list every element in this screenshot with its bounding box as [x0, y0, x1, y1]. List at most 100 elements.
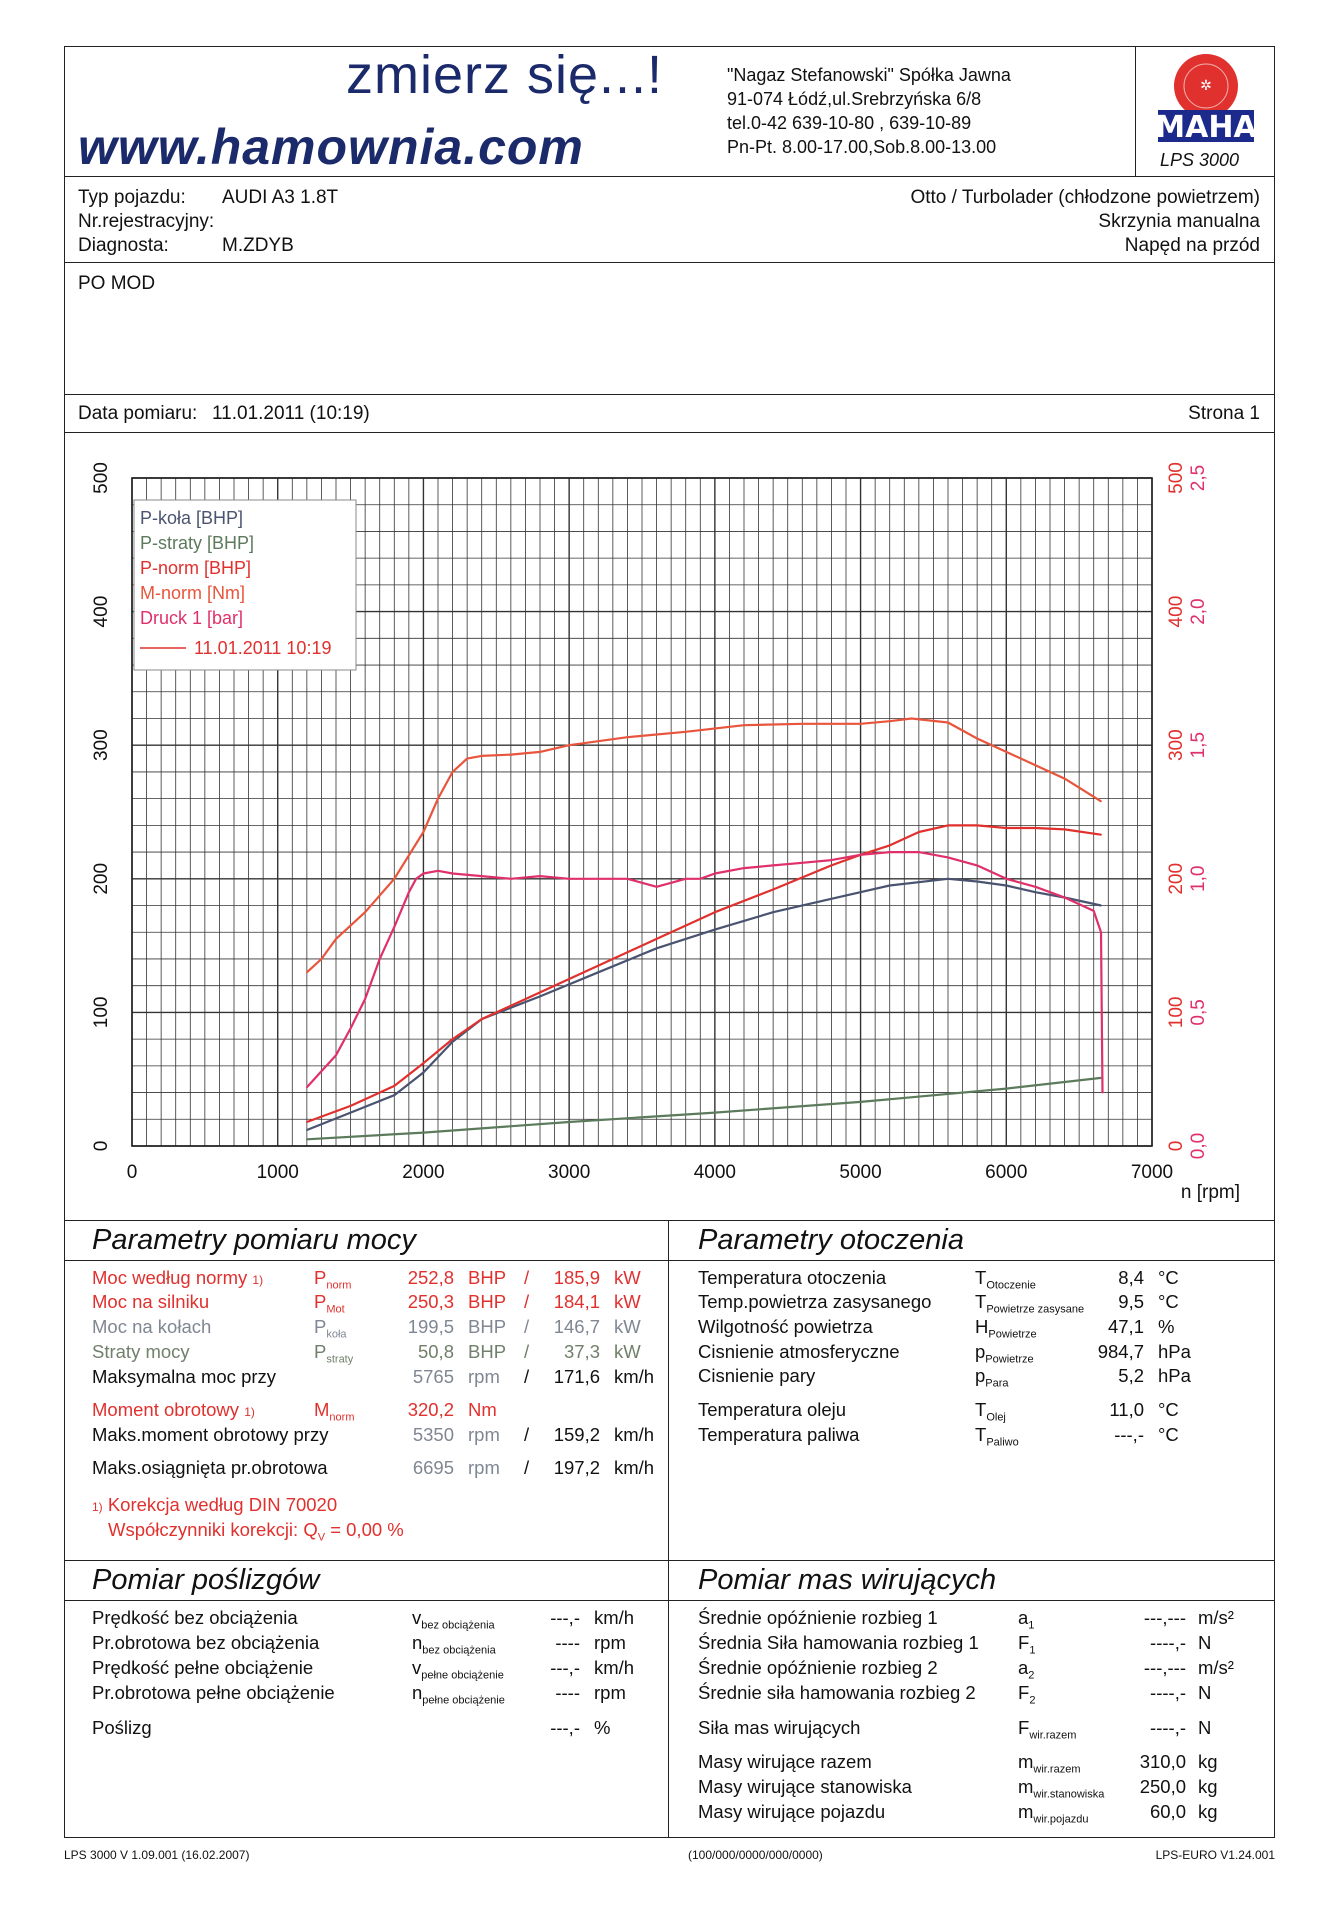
- series-point-4: [859, 853, 862, 856]
- power-row-value: 199,5: [407, 1316, 454, 1337]
- symbol: T: [975, 1399, 987, 1420]
- ambient-row-symbol: TPowietrze zasysane: [975, 1290, 1084, 1322]
- slip-row-value: ---,-: [550, 1657, 580, 1678]
- series-point-3: [568, 744, 571, 747]
- series-point-3: [466, 757, 469, 760]
- inertia-row-symbol: F1: [1018, 1631, 1035, 1663]
- date-value: 11.01.2011 (10:19): [212, 403, 370, 424]
- ambient-row-unit: °C: [1158, 1267, 1179, 1288]
- drive-type: Napęd na przód: [1124, 235, 1260, 256]
- inertia-row-value: ---,---: [1143, 1607, 1186, 1628]
- inertia-row-symbol: mwir.pojazdu: [1018, 1800, 1088, 1832]
- divider: [64, 1560, 1275, 1561]
- power-row-sep: /: [524, 1316, 530, 1337]
- y-tick-label-left: 100: [91, 997, 112, 1029]
- series-point-4: [437, 869, 439, 872]
- divider: [668, 1600, 1275, 1601]
- symbol: n: [412, 1682, 423, 1703]
- series-point-2: [1063, 828, 1066, 831]
- footer-euro: LPS-EURO V1.24.001: [1155, 1848, 1275, 1862]
- series-point-0: [539, 995, 541, 998]
- series-point-0: [349, 1111, 352, 1114]
- power-row-label: Maks.moment obrotowy przy: [92, 1423, 328, 1448]
- divider: [64, 262, 1275, 263]
- series-point-0: [772, 911, 775, 914]
- power-row-symbol: Pnorm: [314, 1266, 351, 1298]
- divider: [64, 1600, 668, 1601]
- series-point-4: [305, 1086, 308, 1089]
- symbol: a: [1018, 1657, 1029, 1678]
- inertia-row-symbol: mwir.stanowiska: [1018, 1775, 1104, 1807]
- power-row-symbol: Pkoła: [314, 1315, 347, 1347]
- x-tick-label: 7000: [1131, 1162, 1173, 1183]
- slip-row-value: ---,-: [550, 1717, 580, 1738]
- series-point-4: [699, 877, 702, 880]
- series-point-4: [378, 958, 381, 960]
- series-point-4: [917, 851, 920, 853]
- power-row-unit: BHP: [468, 1316, 507, 1337]
- series-point-4: [349, 1027, 352, 1030]
- power-row-value2: 184,1: [553, 1291, 600, 1312]
- series-point-4: [480, 875, 483, 878]
- power-row-label-text: Straty mocy: [92, 1341, 190, 1362]
- legend-entry: Druck 1 [bar]: [140, 608, 243, 628]
- power-row-sep: /: [524, 1267, 530, 1288]
- footer-code: (100/000/0000/000/0000): [688, 1848, 823, 1862]
- series-point-4: [393, 925, 396, 928]
- power-row-label-text: Maks.osiągnięta pr.obrotowa: [92, 1457, 328, 1478]
- series-point-3: [801, 722, 804, 725]
- diag-value: M.ZDYB: [222, 235, 294, 256]
- symbol-sub: bez obciążenia: [421, 1619, 495, 1632]
- power-row-unit: rpm: [468, 1366, 500, 1387]
- ambient-row-value: 984,7: [1097, 1341, 1144, 1362]
- ambient-row-value: 47,1: [1107, 1316, 1144, 1337]
- series-point-4: [684, 877, 687, 880]
- power-row-sep: /: [524, 1341, 530, 1362]
- series-point-2: [830, 864, 833, 867]
- symbol-sub: Powietrze zasysane: [986, 1303, 1085, 1316]
- inertia-row-label: Masy wirujące pojazdu: [698, 1801, 886, 1822]
- series-point-3: [422, 831, 425, 833]
- series-point-4: [1101, 1091, 1104, 1094]
- power-row-symbol: PMot: [314, 1290, 345, 1322]
- series-point-0: [1034, 891, 1037, 894]
- power-row-unit2: kW: [614, 1316, 641, 1337]
- ambient-row-value: ---,-: [1114, 1424, 1144, 1445]
- power-row-label: Moment obrotowy 1): [92, 1398, 255, 1425]
- power-row-label-text: Maksymalna moc przy: [92, 1366, 277, 1387]
- slip-row-value: ----: [555, 1632, 580, 1653]
- series-point-2: [1005, 827, 1008, 829]
- symbol: T: [975, 1424, 987, 1445]
- symbol-sub: Powietrze: [988, 1328, 1037, 1341]
- power-row-sep: /: [524, 1366, 530, 1387]
- svg-text:MAHA: MAHA: [1155, 110, 1257, 145]
- series-point-2: [393, 1084, 396, 1087]
- symbol-sub: Paliwo: [986, 1436, 1019, 1449]
- slip-section-title: Pomiar poślizgów: [92, 1564, 320, 1596]
- x-tick-label: 5000: [839, 1162, 881, 1183]
- y-tick-label-right-bar: 2,0: [1188, 598, 1209, 624]
- inertia-row-unit: N: [1198, 1682, 1212, 1703]
- ambient-row-symbol: pPowietrze: [975, 1340, 1034, 1372]
- power-row-unit2: kW: [614, 1341, 641, 1362]
- ambient-row-label: Wilgotność powietrza: [698, 1316, 873, 1337]
- power-row-label: Straty mocy: [92, 1340, 190, 1365]
- series-point-0: [888, 884, 891, 887]
- website-link[interactable]: www.hamownia.com: [78, 119, 584, 175]
- series-point-3: [364, 911, 367, 914]
- power-row-label: Moc według normy 1): [92, 1266, 263, 1293]
- slip-row-value: ----: [555, 1682, 580, 1703]
- series-point-3: [1100, 800, 1102, 803]
- series-point-3: [539, 750, 541, 753]
- x-tick-label: 6000: [985, 1162, 1027, 1183]
- series-point-3: [684, 730, 687, 733]
- symbol-sub: 1: [1029, 1644, 1036, 1657]
- dyno-chart: 0 1000 2000 3000 4000 5000 6000 700001002003004…: [91, 462, 1240, 1203]
- divider: [668, 1260, 1275, 1261]
- power-row-unit2: km/h: [614, 1366, 655, 1387]
- symbol-sub: pełne obciążenie: [422, 1694, 505, 1707]
- divider: [64, 432, 1275, 433]
- slip-row-value: ---,-: [550, 1607, 580, 1628]
- ambient-row-unit: °C: [1158, 1399, 1179, 1420]
- slogan: zmierz się...!: [346, 45, 664, 105]
